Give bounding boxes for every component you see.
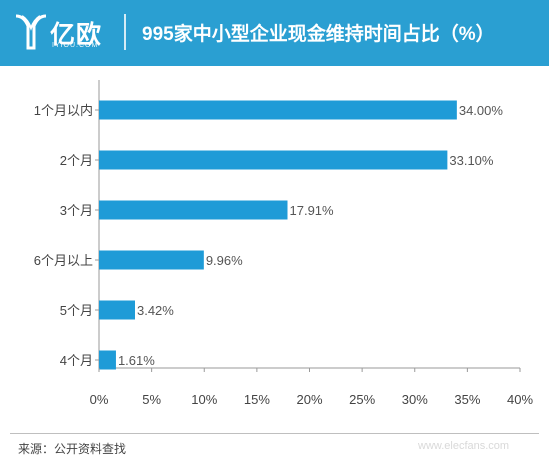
category-label: 1个月以内 [34, 103, 93, 118]
category-label: 5个月 [60, 303, 93, 318]
x-tick-label: 40% [507, 392, 533, 407]
value-label: 33.10% [449, 153, 494, 168]
category-label: 2个月 [60, 153, 93, 168]
value-label: 3.42% [137, 303, 174, 318]
value-label: 9.96% [206, 253, 243, 268]
bar [99, 100, 457, 120]
x-tick-label: 25% [349, 392, 375, 407]
value-label: 17.91% [290, 203, 335, 218]
bar [99, 300, 135, 320]
bar [99, 350, 116, 370]
x-tick-label: 20% [296, 392, 322, 407]
watermark: www.elecfans.com [418, 440, 510, 452]
x-tick-label: 5% [142, 392, 161, 407]
bar-chart: 1个月以内 34.00% 2个月 33.10% 3个月 17.91% 6个月以上 9.96% 5… [34, 80, 533, 407]
footer-divider [10, 433, 539, 434]
header-banner: 亿欧 IYIOU.COM 995家中小型企业现金维持时间占比（%） [0, 0, 549, 66]
logo: 亿欧 IYIOU.COM [14, 12, 114, 54]
logo-subtext: IYIOU.COM [52, 42, 99, 49]
header-divider [124, 14, 126, 50]
x-tick-label: 35% [454, 392, 480, 407]
bar [99, 250, 204, 270]
logo-icon [15, 14, 47, 50]
x-tick-label: 30% [402, 392, 428, 407]
value-label: 1.61% [118, 353, 155, 368]
category-label: 3个月 [60, 203, 93, 218]
chart-title: 995家中小型企业现金维持时间占比（%） [142, 24, 495, 45]
x-tick-label: 10% [191, 392, 217, 407]
category-label: 4个月 [60, 353, 93, 368]
bar [99, 150, 448, 170]
value-label: 34.00% [459, 103, 504, 118]
source-note: 来源：公开资料查找 [18, 442, 127, 456]
bar [99, 200, 288, 220]
logo-text: 亿欧 [50, 21, 103, 49]
x-tick-label: 15% [244, 392, 270, 407]
category-label: 6个月以上 [34, 253, 93, 268]
x-tick-label: 0% [90, 392, 109, 407]
